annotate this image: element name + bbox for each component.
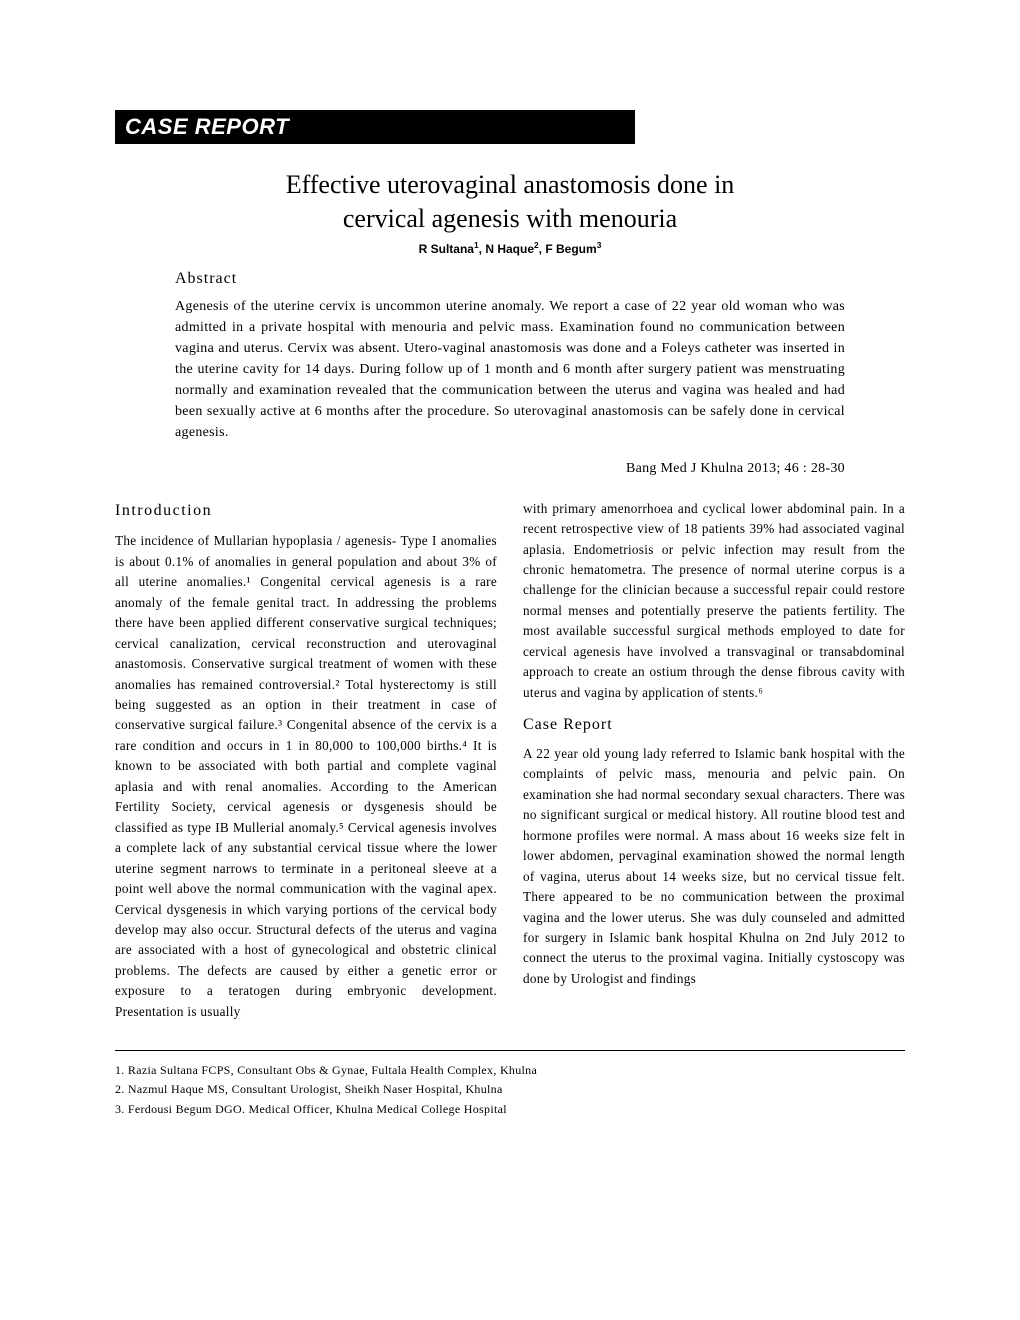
footnote-line: 3. Ferdousi Begum DGO. Medical Officer, … (115, 1100, 905, 1119)
title-line-1: Effective uterovaginal anastomosis done … (286, 170, 735, 199)
introduction-text-col1: The incidence of Mullarian hypoplasia / … (115, 531, 497, 1022)
body-columns: Introduction The incidence of Mullarian … (115, 499, 905, 1023)
case-report-text: A 22 year old young lady referred to Isl… (523, 744, 905, 989)
authors: R Sultana1, N Haque2, F Begum3 (115, 240, 905, 256)
footnote-line: 1. Razia Sultana FCPS, Consultant Obs & … (115, 1061, 905, 1080)
citation: Bang Med J Khulna 2013; 46 : 28-30 (115, 461, 905, 477)
introduction-text-col2: with primary amenorrhoea and cyclical lo… (523, 499, 905, 704)
title-line-2: cervical agenesis with menouria (343, 204, 677, 233)
case-report-banner: CASE REPORT (115, 110, 635, 144)
abstract-heading: Abstract (175, 270, 845, 288)
footnotes: 1. Razia Sultana FCPS, Consultant Obs & … (115, 1061, 905, 1119)
right-column: with primary amenorrhoea and cyclical lo… (523, 499, 905, 1023)
footnote-line: 2. Nazmul Haque MS, Consultant Urologist… (115, 1080, 905, 1099)
abstract-text: Agenesis of the uterine cervix is uncomm… (175, 296, 845, 443)
case-report-heading: Case Report (523, 713, 905, 738)
footnotes-divider (115, 1050, 905, 1051)
abstract-block: Abstract Agenesis of the uterine cervix … (115, 270, 905, 443)
article-title: Effective uterovaginal anastomosis done … (115, 168, 905, 236)
introduction-heading: Introduction (115, 499, 497, 524)
left-column: Introduction The incidence of Mullarian … (115, 499, 497, 1023)
